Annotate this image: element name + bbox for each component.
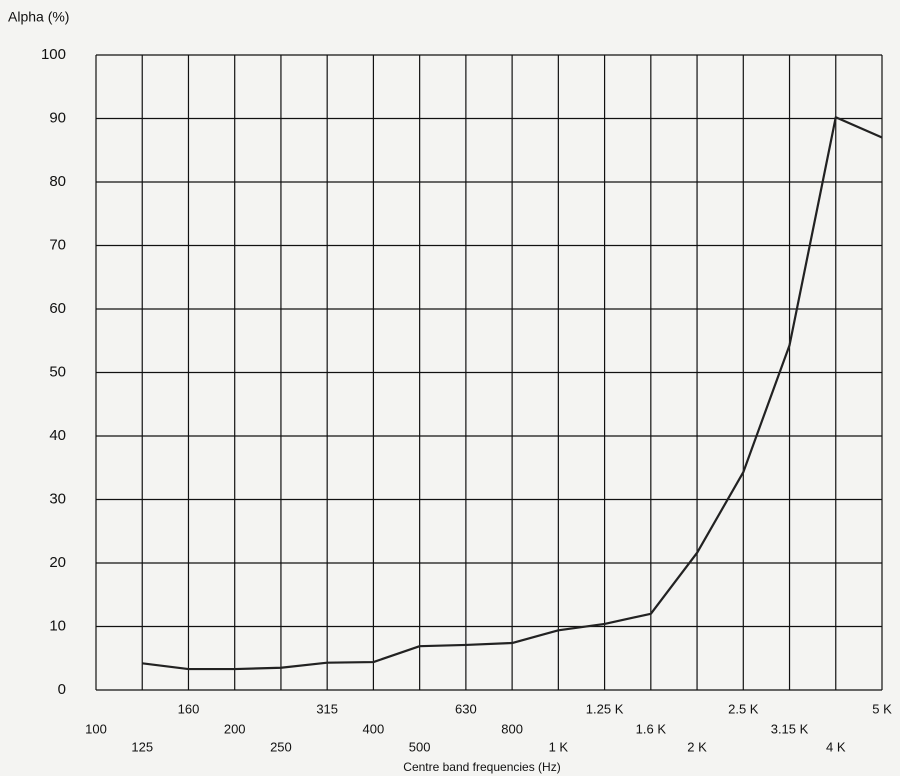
x-tick-label: 500 bbox=[409, 739, 431, 754]
y-axis-label: Alpha (%) bbox=[8, 9, 69, 25]
y-tick-label: 80 bbox=[49, 173, 66, 190]
x-tick-label: 3.15 K bbox=[771, 721, 809, 736]
x-tick-label: 2 K bbox=[687, 739, 707, 754]
x-tick-label: 1.25 K bbox=[586, 701, 624, 716]
x-tick-label: 800 bbox=[501, 721, 523, 736]
y-tick-label: 20 bbox=[49, 554, 66, 571]
x-tick-label: 1.6 K bbox=[636, 721, 667, 736]
x-tick-label: 630 bbox=[455, 701, 477, 716]
y-tick-label: 100 bbox=[41, 46, 66, 63]
data-line bbox=[142, 116, 883, 671]
x-tick-label: 1 K bbox=[549, 739, 569, 754]
x-tick-label: 400 bbox=[363, 721, 385, 736]
x-tick-label: 250 bbox=[270, 739, 292, 754]
x-tick-label: 2.5 K bbox=[728, 701, 759, 716]
y-tick-label: 90 bbox=[49, 109, 66, 126]
x-tick-label: 315 bbox=[316, 701, 338, 716]
x-tick-label: 160 bbox=[178, 701, 200, 716]
y-tick-label: 10 bbox=[49, 617, 66, 634]
x-tick-label: 125 bbox=[131, 739, 153, 754]
x-tick-label: 5 K bbox=[872, 701, 892, 716]
x-tick-label: 100 bbox=[85, 721, 107, 736]
y-tick-label: 0 bbox=[58, 681, 66, 698]
x-tick-label: 200 bbox=[224, 721, 246, 736]
y-tick-label: 60 bbox=[49, 300, 66, 317]
y-tick-label: 50 bbox=[49, 363, 66, 380]
y-tick-label: 30 bbox=[49, 490, 66, 507]
y-tick-label: 40 bbox=[49, 427, 66, 444]
y-tick-label: 70 bbox=[49, 236, 66, 253]
x-axis-label: Centre band frequencies (Hz) bbox=[403, 760, 560, 774]
x-tick-label: 4 K bbox=[826, 739, 846, 754]
